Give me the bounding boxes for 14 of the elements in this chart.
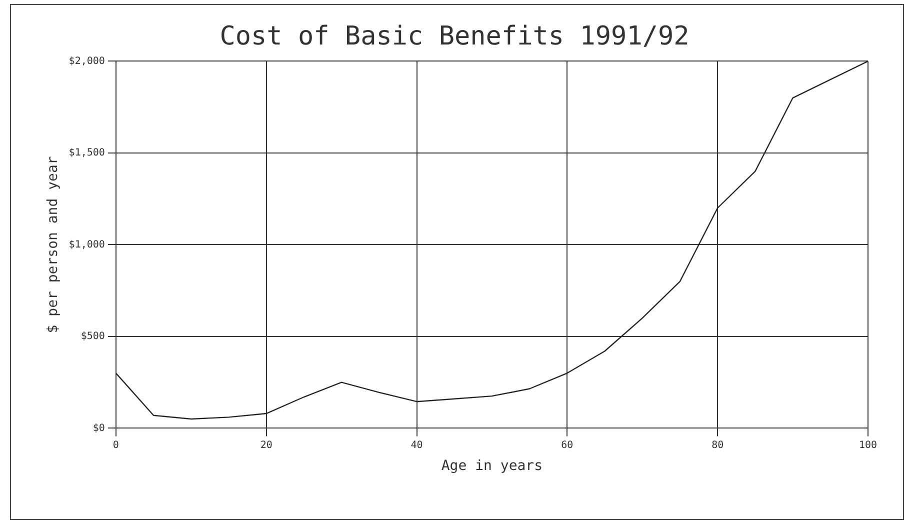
x-tick-label: 0 bbox=[112, 440, 119, 451]
x-tick-label: 100 bbox=[858, 440, 878, 451]
y-tick-label: $500 bbox=[80, 331, 105, 342]
x-tick-label: 80 bbox=[712, 440, 724, 451]
y-tick-label: $1,500 bbox=[68, 148, 105, 159]
y-tick-label: $2,000 bbox=[68, 56, 105, 67]
y-tick-label: $1,000 bbox=[68, 239, 105, 250]
x-axis-title: Age in years bbox=[441, 458, 543, 474]
x-tick-label: 40 bbox=[410, 440, 423, 451]
y-tick-label: $0 bbox=[92, 422, 105, 434]
x-tick-label: 20 bbox=[260, 440, 272, 451]
y-axis-title: $ per person and year bbox=[45, 156, 62, 334]
chart-title: Cost of Basic Benefits 1991/92 bbox=[220, 21, 690, 52]
x-tick-label: 60 bbox=[561, 440, 574, 451]
